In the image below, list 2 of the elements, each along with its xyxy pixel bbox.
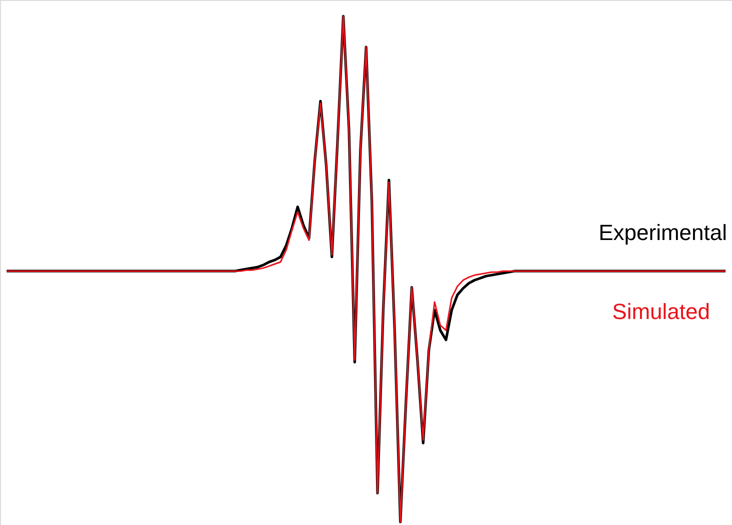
series-label: Simulated [612, 299, 710, 324]
series-label: Experimental [598, 220, 727, 245]
